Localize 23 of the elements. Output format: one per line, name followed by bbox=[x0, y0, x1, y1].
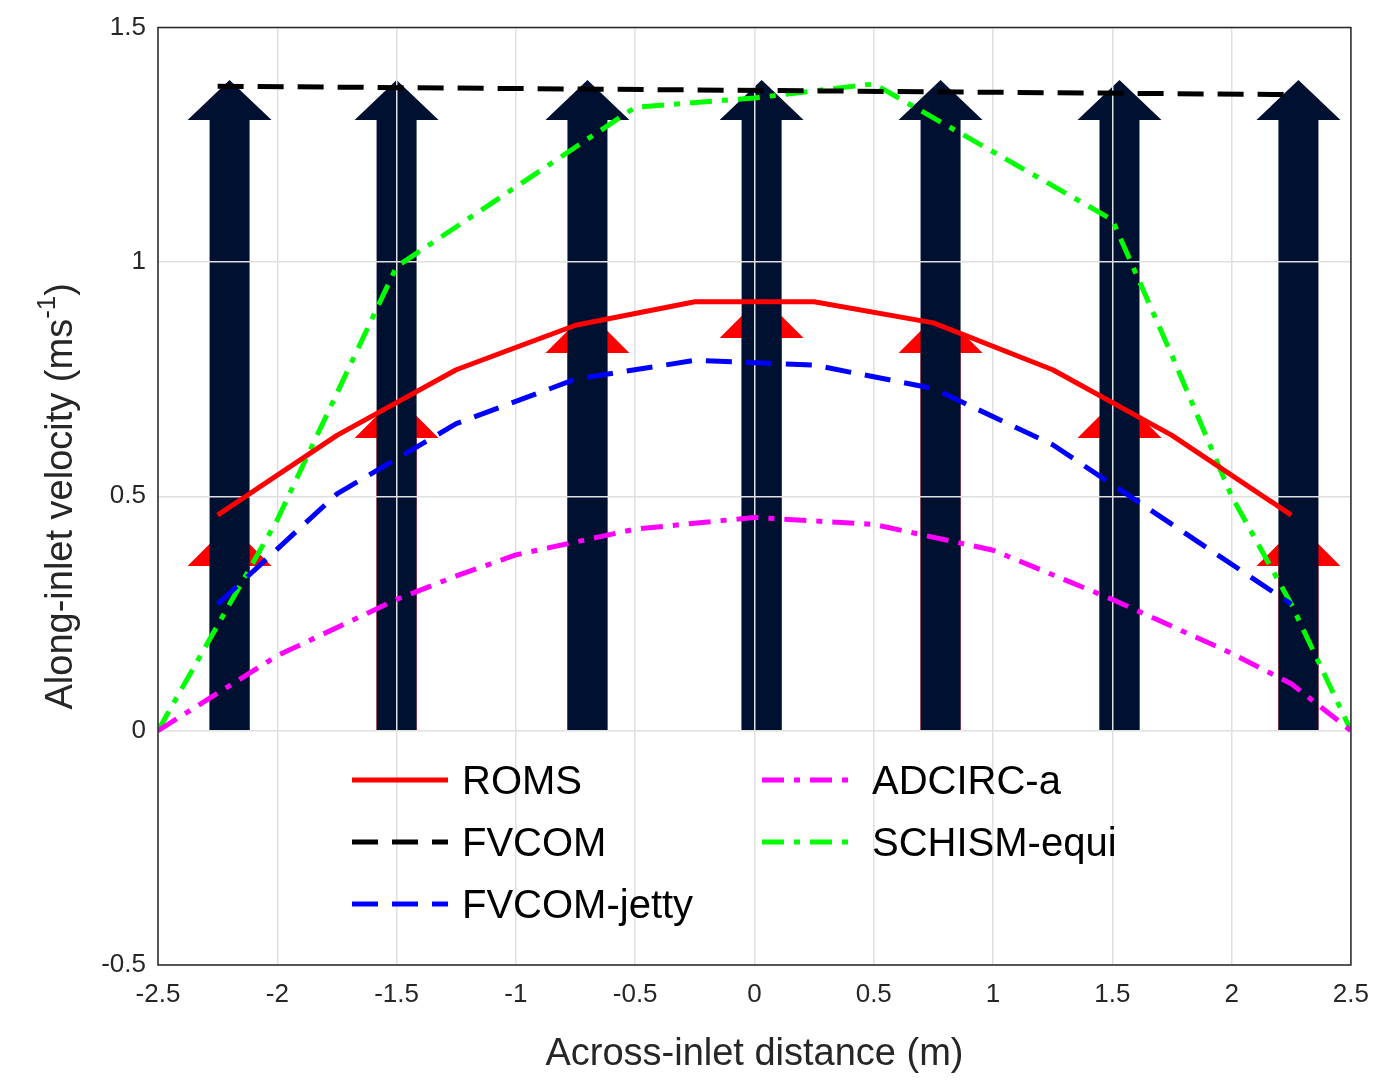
x-tick-label: 0.5 bbox=[855, 977, 892, 1008]
legend-label: ADCIRC-a bbox=[872, 757, 1061, 803]
y-tick-label: 0.5 bbox=[109, 479, 146, 510]
y-tick-label: 1.5 bbox=[109, 10, 146, 41]
x-tick-label: -1 bbox=[504, 977, 528, 1008]
x-tick-label: -2.5 bbox=[135, 977, 181, 1008]
x-tick-label: 1.5 bbox=[1094, 977, 1131, 1008]
x-tick-label: -2 bbox=[265, 977, 289, 1008]
x-axis-title: Across-inlet distance (m) bbox=[545, 1030, 964, 1073]
x-tick-label: -0.5 bbox=[612, 977, 658, 1008]
legend-label: SCHISM-equi bbox=[872, 819, 1117, 865]
legend-label: FVCOM-jetty bbox=[462, 881, 694, 927]
x-tick-label: 1 bbox=[985, 977, 1001, 1008]
legend-label: FVCOM bbox=[462, 819, 607, 865]
x-tick-label: 2 bbox=[1224, 977, 1239, 1008]
y-axis-title: Along-inlet velocity (ms-1) bbox=[31, 283, 81, 710]
y-tick-label: 1 bbox=[131, 245, 146, 276]
x-tick-label: -1.5 bbox=[374, 977, 419, 1008]
y-tick-label: -0.5 bbox=[101, 948, 146, 979]
x-tick-label: 0 bbox=[747, 977, 762, 1008]
legend-label: ROMS bbox=[462, 757, 582, 803]
x-tick-label: 2.5 bbox=[1332, 977, 1370, 1008]
y-tick-label: 0 bbox=[131, 713, 146, 744]
